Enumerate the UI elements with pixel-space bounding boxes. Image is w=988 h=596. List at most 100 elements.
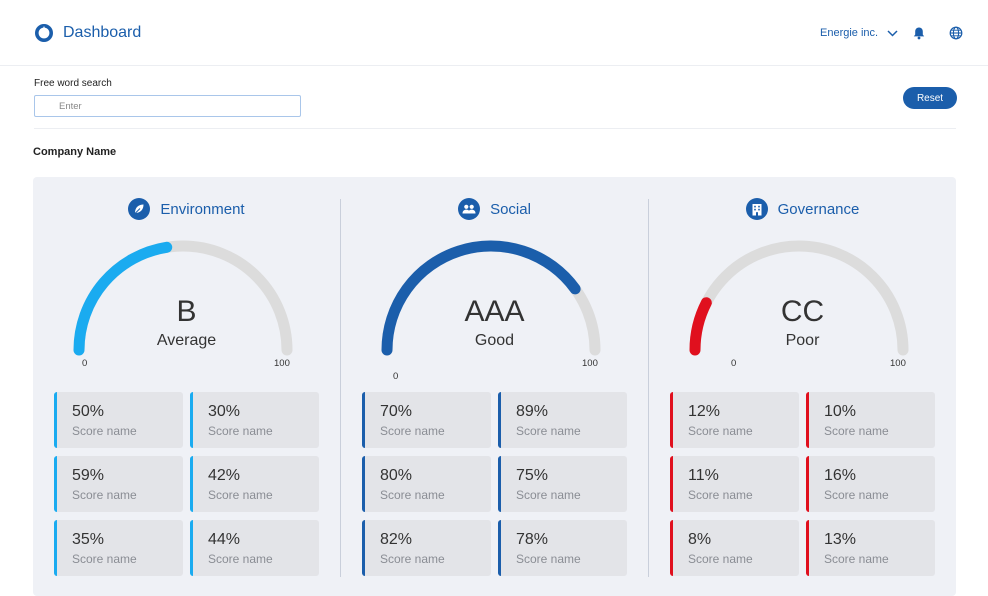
- grade-value: CC: [780, 295, 825, 328]
- score-label: Score name: [208, 424, 273, 438]
- score-card[interactable]: 35% Score name: [54, 520, 183, 576]
- score-card[interactable]: 82% Score name: [362, 520, 491, 576]
- score-label: Score name: [824, 552, 889, 566]
- scores-panel: Environment B Average 0 100 50% Score nam…: [33, 177, 956, 596]
- grade-rating: Good: [474, 332, 515, 349]
- people-icon: [458, 198, 481, 220]
- score-label: Score name: [824, 424, 889, 438]
- score-value: 89%: [516, 403, 549, 420]
- score-card[interactable]: 30% Score name: [190, 392, 319, 448]
- company-selector-label: Energie inc.: [820, 27, 879, 39]
- divider: [34, 128, 956, 129]
- section-header: Social: [341, 198, 648, 220]
- score-label: Score name: [380, 424, 445, 438]
- score-card[interactable]: 42% Score name: [190, 456, 319, 512]
- score-label: Score name: [208, 552, 273, 566]
- bell-icon[interactable]: [912, 26, 926, 40]
- grade-value: AAA: [464, 295, 525, 328]
- search-input[interactable]: [34, 95, 301, 117]
- gauge-fill: [381, 240, 581, 356]
- gauge-min-label: 0: [82, 358, 88, 369]
- score-value: 12%: [688, 403, 721, 420]
- column-divider: [340, 199, 341, 577]
- score-card[interactable]: 16% Score name: [806, 456, 935, 512]
- score-label: Score name: [380, 552, 445, 566]
- building-icon: [745, 198, 768, 220]
- score-card[interactable]: 12% Score name: [670, 392, 799, 448]
- score-card[interactable]: 89% Score name: [498, 392, 627, 448]
- score-value: 30%: [208, 403, 241, 420]
- score-value: 78%: [516, 531, 549, 548]
- score-label: Score name: [688, 552, 753, 566]
- score-card[interactable]: 70% Score name: [362, 392, 491, 448]
- score-card[interactable]: 50% Score name: [54, 392, 183, 448]
- grade-rating: Average: [156, 332, 217, 349]
- top-header: Dashboard Energie inc.: [0, 0, 988, 66]
- gauge-max-label: 100: [582, 358, 598, 369]
- app-logo-icon: [35, 24, 53, 42]
- score-value: 75%: [516, 467, 549, 484]
- score-value: 82%: [380, 531, 413, 548]
- gauge-fill: [689, 297, 712, 356]
- app-title: Dashboard: [63, 24, 142, 41]
- score-card[interactable]: 44% Score name: [190, 520, 319, 576]
- score-label: Score name: [516, 424, 581, 438]
- score-label: Score name: [688, 488, 753, 502]
- score-card[interactable]: 80% Score name: [362, 456, 491, 512]
- section-environment: Environment B Average 0 100 50% Score nam…: [33, 177, 340, 596]
- score-card[interactable]: 59% Score name: [54, 456, 183, 512]
- gauge-fill: [73, 241, 173, 356]
- score-value: 35%: [72, 531, 105, 548]
- score-label: Score name: [72, 424, 137, 438]
- gauge-max-label: 100: [890, 358, 906, 369]
- section-social: Social AAA Good 0 100 70% Score name 89% Sc…: [341, 177, 648, 596]
- gauge-min-label: 0: [731, 358, 737, 369]
- reset-button[interactable]: Reset: [903, 87, 957, 109]
- score-value: 8%: [688, 531, 712, 548]
- score-value: 11%: [688, 467, 719, 484]
- score-label: Score name: [516, 488, 581, 502]
- score-label: Score name: [824, 488, 889, 502]
- grade-rating: Poor: [785, 332, 820, 349]
- score-label: Score name: [516, 552, 581, 566]
- score-value: 44%: [208, 531, 241, 548]
- score-card[interactable]: 8% Score name: [670, 520, 799, 576]
- gauge: [689, 240, 909, 356]
- score-label: Score name: [688, 424, 753, 438]
- section-header: Governance: [649, 198, 956, 220]
- score-card[interactable]: 11% Score name: [670, 456, 799, 512]
- section-title: Social: [490, 200, 531, 218]
- score-label: Score name: [72, 552, 137, 566]
- score-label: Score name: [208, 488, 273, 502]
- gauge: [381, 240, 601, 356]
- score-value: 59%: [72, 467, 105, 484]
- score-value: 42%: [208, 467, 241, 484]
- score-value: 13%: [824, 531, 857, 548]
- section-title: Environment: [160, 200, 245, 218]
- score-card[interactable]: 13% Score name: [806, 520, 935, 576]
- section-governance: Governance CC Poor 0 100 12% Score name 10…: [649, 177, 956, 596]
- score-card[interactable]: 10% Score name: [806, 392, 935, 448]
- score-value: 80%: [380, 467, 413, 484]
- chevron-down-icon: [887, 29, 898, 37]
- score-label: Score name: [72, 488, 137, 502]
- section-title: Governance: [777, 200, 860, 218]
- score-value: 16%: [824, 467, 857, 484]
- gauge: [73, 240, 293, 356]
- score-card[interactable]: 78% Score name: [498, 520, 627, 576]
- score-label: Score name: [380, 488, 445, 502]
- grade-value: B: [176, 295, 197, 328]
- company-name-heading: Company Name: [33, 146, 117, 158]
- section-header: Environment: [33, 198, 340, 220]
- column-divider: [648, 199, 649, 577]
- company-selector[interactable]: Energie inc.: [820, 27, 898, 39]
- score-card[interactable]: 75% Score name: [498, 456, 627, 512]
- gauge-min-label: 0: [393, 371, 399, 382]
- score-value: 70%: [380, 403, 413, 420]
- leaf-icon: [128, 198, 151, 220]
- globe-icon[interactable]: [949, 26, 963, 40]
- search-label: Free word search: [34, 78, 112, 89]
- score-value: 10%: [824, 403, 857, 420]
- gauge-max-label: 100: [274, 358, 290, 369]
- score-value: 50%: [72, 403, 105, 420]
